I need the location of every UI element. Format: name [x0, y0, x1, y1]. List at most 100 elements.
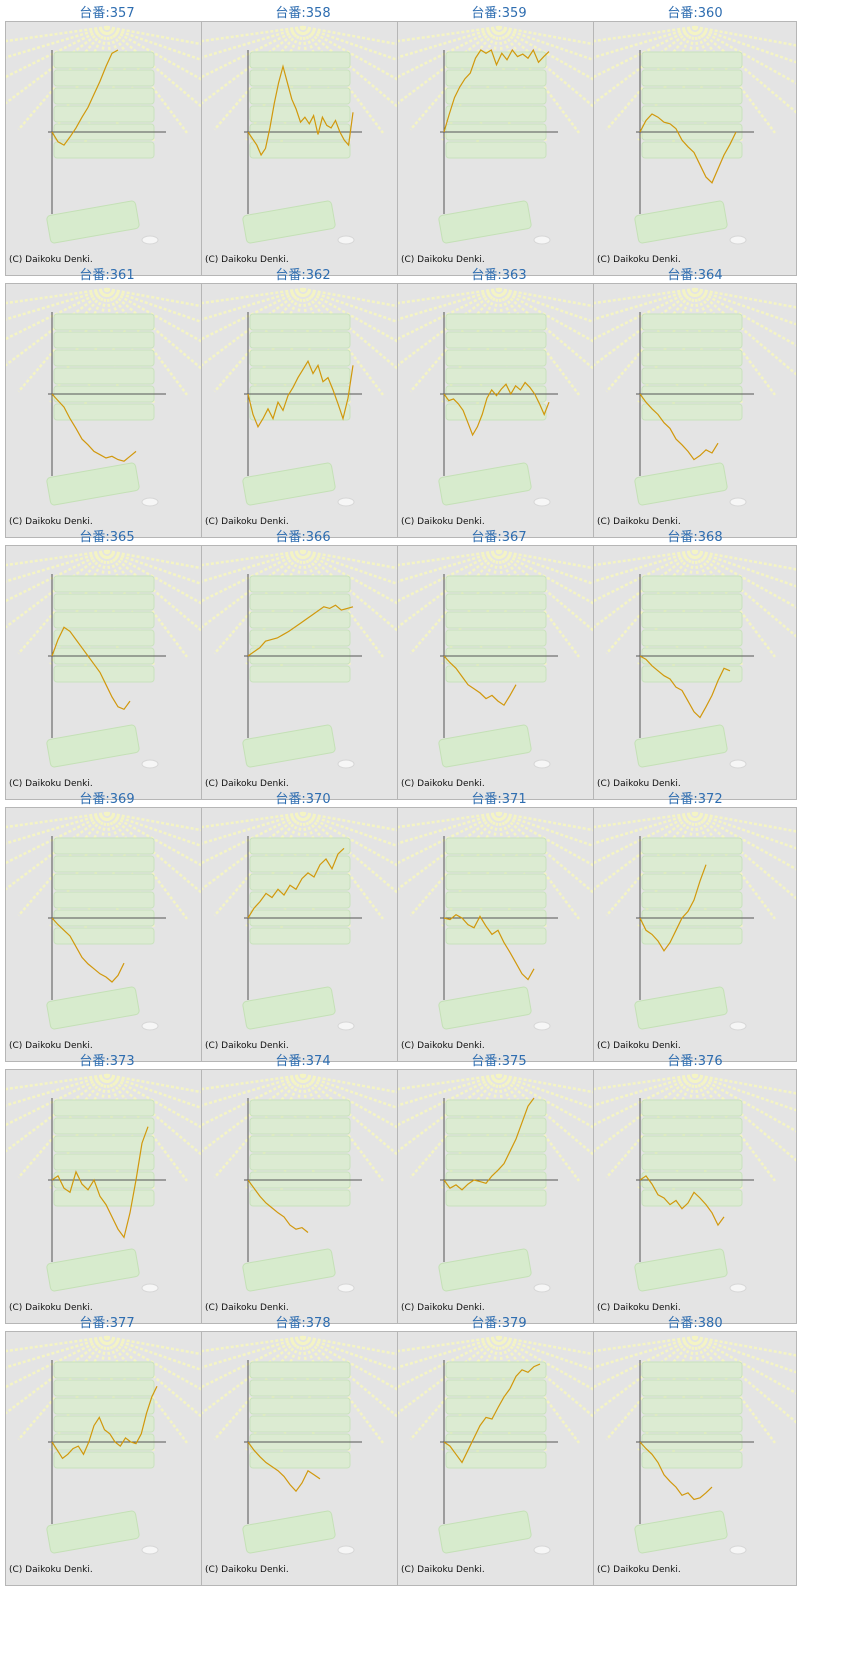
machine-number-label[interactable]: 台番:359: [471, 6, 527, 21]
background-art: [6, 287, 208, 507]
copyright-text: (C) Daikoku Denki.: [597, 1565, 681, 1575]
machine-number-label[interactable]: 台番:375: [471, 1054, 527, 1069]
slump-graph: [202, 549, 404, 769]
slump-graph-panel: (C) Daikoku Denki.: [593, 283, 797, 538]
slump-graph: [6, 25, 208, 245]
payout-series-line: [247, 64, 354, 157]
machine-number-label[interactable]: 台番:378: [275, 1316, 331, 1331]
machine-cell[interactable]: 台番:379 (C) Daikoku Denki.: [396, 1310, 602, 1588]
machine-number-label[interactable]: 台番:369: [79, 792, 135, 807]
background-art: [202, 1073, 404, 1293]
machine-cell[interactable]: 台番:368 (C) Daikoku Denki.: [592, 524, 798, 802]
machine-number-label[interactable]: 台番:365: [79, 530, 135, 545]
slump-graph: [594, 287, 796, 507]
payout-series-line: [443, 381, 550, 437]
copyright-text: (C) Daikoku Denki.: [205, 517, 289, 527]
copyright-text: (C) Daikoku Denki.: [205, 255, 289, 265]
machine-cell[interactable]: 台番:364 (C) Daikoku Denki.: [592, 262, 798, 540]
machine-number-label[interactable]: 台番:367: [471, 530, 527, 545]
machine-cell[interactable]: 台番:380 (C) Daikoku Denki.: [592, 1310, 798, 1588]
machine-cell[interactable]: 台番:378 (C) Daikoku Denki.: [200, 1310, 406, 1588]
machine-cell[interactable]: 台番:377 (C) Daikoku Denki.: [4, 1310, 210, 1588]
background-art: [6, 1335, 208, 1555]
machine-number-label[interactable]: 台番:380: [667, 1316, 723, 1331]
machine-number-label[interactable]: 台番:371: [471, 792, 527, 807]
machine-cell[interactable]: 台番:359 (C) Daikoku Denki.: [396, 0, 602, 278]
machine-cell[interactable]: 台番:357 (C) Daikoku Denki.: [4, 0, 210, 278]
copyright-text: (C) Daikoku Denki.: [9, 255, 93, 265]
copyright-text: (C) Daikoku Denki.: [205, 1565, 289, 1575]
slump-graph: [398, 549, 600, 769]
payout-series-line: [639, 655, 731, 719]
machine-number-label[interactable]: 台番:368: [667, 530, 723, 545]
machine-cell[interactable]: 台番:376 (C) Daikoku Denki.: [592, 1048, 798, 1326]
slump-graph-panel: (C) Daikoku Denki.: [201, 283, 405, 538]
copyright-text: (C) Daikoku Denki.: [9, 1303, 93, 1313]
machine-number-label[interactable]: 台番:357: [79, 6, 135, 21]
machine-cell[interactable]: 台番:362 (C) Daikoku Denki.: [200, 262, 406, 540]
slump-graph: [398, 25, 600, 245]
background-art: [594, 1073, 796, 1293]
machine-cell[interactable]: 台番:361 (C) Daikoku Denki.: [4, 262, 210, 540]
background-art: [6, 811, 208, 1031]
slump-graph: [594, 25, 796, 245]
machine-cell[interactable]: 台番:366 (C) Daikoku Denki.: [200, 524, 406, 802]
payout-series-line: [639, 864, 707, 952]
machine-cell[interactable]: 台番:375 (C) Daikoku Denki.: [396, 1048, 602, 1326]
slump-graph: [594, 1335, 796, 1555]
machine-cell[interactable]: 台番:373 (C) Daikoku Denki.: [4, 1048, 210, 1326]
machine-number-label[interactable]: 台番:364: [667, 268, 723, 283]
machine-cell[interactable]: 台番:358 (C) Daikoku Denki.: [200, 0, 406, 278]
machine-number-label[interactable]: 台番:377: [79, 1316, 135, 1331]
copyright-text: (C) Daikoku Denki.: [401, 1041, 485, 1051]
machine-number-label[interactable]: 台番:362: [275, 268, 331, 283]
slump-graph: [202, 811, 404, 1031]
machine-number-label[interactable]: 台番:379: [471, 1316, 527, 1331]
slump-graph-panel: (C) Daikoku Denki.: [201, 1331, 405, 1586]
machine-number-label[interactable]: 台番:373: [79, 1054, 135, 1069]
machine-number-label[interactable]: 台番:370: [275, 792, 331, 807]
slump-graph-panel: (C) Daikoku Denki.: [593, 807, 797, 1062]
slump-graph: [594, 811, 796, 1031]
slump-graph-panel: (C) Daikoku Denki.: [593, 545, 797, 800]
machine-cell[interactable]: 台番:372 (C) Daikoku Denki.: [592, 786, 798, 1064]
background-art: [398, 287, 600, 507]
machine-number-label[interactable]: 台番:372: [667, 792, 723, 807]
copyright-text: (C) Daikoku Denki.: [597, 517, 681, 527]
machine-number-label[interactable]: 台番:361: [79, 268, 135, 283]
machine-cell[interactable]: 台番:367 (C) Daikoku Denki.: [396, 524, 602, 802]
payout-series-line: [51, 393, 137, 462]
machine-cell[interactable]: 台番:365 (C) Daikoku Denki.: [4, 524, 210, 802]
machine-number-label[interactable]: 台番:363: [471, 268, 527, 283]
machine-cell[interactable]: 台番:363 (C) Daikoku Denki.: [396, 262, 602, 540]
background-art: [202, 549, 404, 769]
machine-cell[interactable]: 台番:360 (C) Daikoku Denki.: [592, 0, 798, 278]
payout-series-line: [443, 1097, 535, 1191]
machine-number-label[interactable]: 台番:376: [667, 1054, 723, 1069]
machine-cell[interactable]: 台番:371 (C) Daikoku Denki.: [396, 786, 602, 1064]
slump-graph: [398, 1335, 600, 1555]
background-art: [594, 1335, 796, 1555]
machine-cell[interactable]: 台番:370 (C) Daikoku Denki.: [200, 786, 406, 1064]
machine-cell[interactable]: 台番:374 (C) Daikoku Denki.: [200, 1048, 406, 1326]
slump-graph-panel: (C) Daikoku Denki.: [5, 807, 209, 1062]
copyright-text: (C) Daikoku Denki.: [597, 779, 681, 789]
payout-series-line: [443, 655, 517, 707]
copyright-text: (C) Daikoku Denki.: [401, 517, 485, 527]
slump-graph: [6, 811, 208, 1031]
machine-number-label[interactable]: 台番:358: [275, 6, 331, 21]
slump-graph-panel: (C) Daikoku Denki.: [5, 1331, 209, 1586]
background-art: [398, 1073, 600, 1293]
background-art: [594, 287, 796, 507]
machine-number-label[interactable]: 台番:360: [667, 6, 723, 21]
machine-cell[interactable]: 台番:369 (C) Daikoku Denki.: [4, 786, 210, 1064]
slump-graph: [398, 1073, 600, 1293]
background-art: [398, 811, 600, 1031]
payout-series-line: [51, 626, 131, 711]
slump-graph: [202, 287, 404, 507]
payout-series-line: [639, 1441, 713, 1501]
slump-graph-panel: (C) Daikoku Denki.: [397, 807, 601, 1062]
machine-number-label[interactable]: 台番:374: [275, 1054, 331, 1069]
machine-number-label[interactable]: 台番:366: [275, 530, 331, 545]
background-art: [6, 549, 208, 769]
